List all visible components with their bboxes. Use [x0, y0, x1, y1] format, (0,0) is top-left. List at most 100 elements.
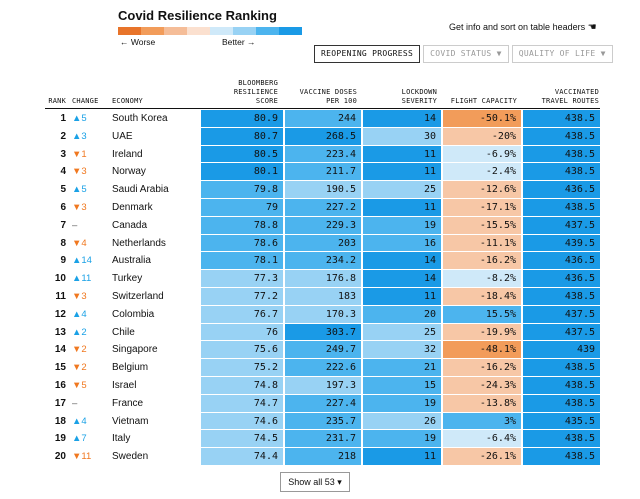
rank-cell: 19	[54, 433, 66, 445]
change-cell: ▼2	[72, 362, 87, 374]
flight-cell: -16.2%	[443, 252, 521, 271]
routes-cell: 438.5	[523, 448, 600, 466]
pointer-hand-icon: ☚	[587, 22, 597, 33]
lockdown-cell: 14	[363, 252, 441, 271]
rank-cell: 11	[55, 290, 66, 302]
routes-cell: 437.5	[523, 323, 600, 342]
rank-cell: 3	[60, 148, 66, 160]
routes-cell: 436.5	[523, 252, 600, 271]
table-row: 20 ▼11 Sweden 74.4 218 11 -26.1% 438.5	[0, 448, 640, 466]
flight-cell: -26.1%	[443, 448, 521, 466]
score-cell: 79	[201, 198, 283, 217]
economy-cell: UAE	[112, 130, 133, 142]
score-cell: 80.9	[201, 110, 283, 128]
tab-reopening-progress[interactable]: REOPENING PROGRESS	[314, 45, 421, 63]
change-cell: ▼2	[72, 344, 87, 356]
routes-cell: 438.5	[523, 287, 600, 306]
header-lockdown[interactable]: LOCKDOWN SEVERITY	[363, 88, 437, 106]
header-change[interactable]: CHANGE	[72, 97, 99, 105]
header-score[interactable]: BLOOMBERG RESILIENCE SCORE	[201, 79, 278, 106]
table-row: 3 ▼1 Ireland 80.5 223.4 11 -6.9% 438.5	[0, 145, 640, 164]
table-row: 12 ▲4 Colombia 76.7 170.3 20 15.5% 437.5	[0, 305, 640, 324]
rank-cell: 20	[54, 451, 66, 463]
table-row: 6 ▼3 Denmark 79 227.2 11 -17.1% 438.5	[0, 198, 640, 217]
economy-cell: Chile	[112, 326, 135, 338]
vaccine-cell: 235.7	[285, 412, 361, 431]
lockdown-cell: 14	[363, 110, 441, 128]
score-cell: 80.7	[201, 127, 283, 146]
routes-cell: 439.5	[523, 234, 600, 253]
change-cell: ▲3	[72, 130, 87, 142]
routes-cell: 438.5	[523, 376, 600, 395]
vaccine-cell: 234.2	[285, 252, 361, 271]
score-cell: 77.3	[201, 270, 283, 288]
economy-cell: Sweden	[112, 451, 149, 463]
vaccine-cell: 218	[285, 448, 361, 466]
lockdown-cell: 15	[363, 376, 441, 395]
header-flight[interactable]: FLIGHT CAPACITY	[443, 97, 517, 106]
table-row: 10 ▲11 Turkey 77.3 176.8 14 -8.2% 436.5	[0, 270, 640, 288]
rank-cell: 2	[60, 130, 66, 142]
header-routes[interactable]: VACCINATED TRAVEL ROUTES	[523, 88, 599, 106]
ranking-table: 1 ▲5 South Korea 80.9 244 14 -50.1% 438.5 2 ▲3 UAE…	[0, 110, 640, 466]
header-rank[interactable]: RANK	[48, 97, 66, 105]
header-vaccine[interactable]: VACCINE DOSES PER 100	[285, 88, 357, 106]
header-routes-line: TRAVEL ROUTES	[541, 97, 599, 105]
legend-swatch	[233, 27, 256, 35]
rank-cell: 18	[54, 415, 66, 427]
routes-cell: 438.5	[523, 110, 600, 128]
rank-cell: 15	[54, 362, 66, 374]
legend-swatch	[118, 27, 141, 35]
change-cell: ▲2	[72, 326, 87, 338]
routes-cell: 435.5	[523, 412, 600, 431]
header-score-line: SCORE	[255, 97, 278, 105]
change-cell: ▼3	[72, 201, 87, 213]
score-cell: 78.6	[201, 234, 283, 253]
routes-cell: 438.5	[523, 198, 600, 217]
flight-cell: -12.6%	[443, 181, 521, 199]
table-row: 15 ▼2 Belgium 75.2 222.6 21 -16.2% 438.5	[0, 359, 640, 377]
routes-cell: 437.5	[523, 216, 600, 235]
legend-swatch	[256, 27, 279, 35]
table-row: 19 ▲7 Italy 74.5 231.7 19 -6.4% 438.5	[0, 430, 640, 449]
lockdown-cell: 11	[363, 145, 441, 164]
score-cell: 78.8	[201, 216, 283, 235]
vaccine-cell: 170.3	[285, 305, 361, 324]
rank-cell: 1	[60, 113, 66, 124]
vaccine-cell: 211.7	[285, 163, 361, 182]
lockdown-cell: 26	[363, 412, 441, 431]
tab-quality-of-life[interactable]: QUALITY OF LIFE ▼	[511, 45, 613, 63]
header-routes-line: VACCINATED	[554, 88, 599, 96]
lockdown-cell: 20	[363, 305, 441, 324]
lockdown-cell: 25	[363, 323, 441, 342]
change-cell: ▲5	[72, 113, 87, 124]
vaccine-cell: 197.3	[285, 376, 361, 395]
table-row: 1 ▲5 South Korea 80.9 244 14 -50.1% 438.5	[0, 110, 640, 128]
lockdown-cell: 25	[363, 181, 441, 199]
flight-cell: -13.8%	[443, 394, 521, 413]
score-cell: 77.2	[201, 287, 283, 306]
show-all-button[interactable]: Show all 53 ▾	[280, 472, 350, 492]
vaccine-cell: 231.7	[285, 430, 361, 449]
change-cell: –	[72, 219, 78, 231]
table-row: 17– France 74.7 227.4 19 -13.8% 438.5	[0, 394, 640, 413]
economy-cell: Italy	[112, 433, 131, 445]
header-flight-line: FLIGHT CAPACITY	[450, 97, 517, 105]
vaccine-cell: 190.5	[285, 181, 361, 199]
flight-cell: -50.1%	[443, 110, 521, 128]
table-row: 9 ▲14 Australia 78.1 234.2 14 -16.2% 436.5	[0, 252, 640, 271]
vaccine-cell: 176.8	[285, 270, 361, 288]
change-cell: ▲5	[72, 184, 87, 196]
tab-covid-status[interactable]: COVID STATUS ▼	[423, 45, 509, 63]
lockdown-cell: 11	[363, 287, 441, 306]
flight-cell: 15.5%	[443, 305, 521, 324]
page-title: Covid Resilience Ranking	[118, 8, 277, 23]
flight-cell: -48.1%	[443, 341, 521, 360]
table-row: 13 ▲2 Chile 76 303.7 25 -19.9% 437.5	[0, 323, 640, 342]
change-cell: ▼3	[72, 290, 87, 302]
header-divider	[45, 108, 600, 109]
flight-cell: -15.5%	[443, 216, 521, 235]
header-economy[interactable]: ECONOMY	[112, 97, 143, 105]
legend-worse-label: ← Worse	[120, 37, 156, 47]
rank-cell: 13	[54, 326, 66, 338]
